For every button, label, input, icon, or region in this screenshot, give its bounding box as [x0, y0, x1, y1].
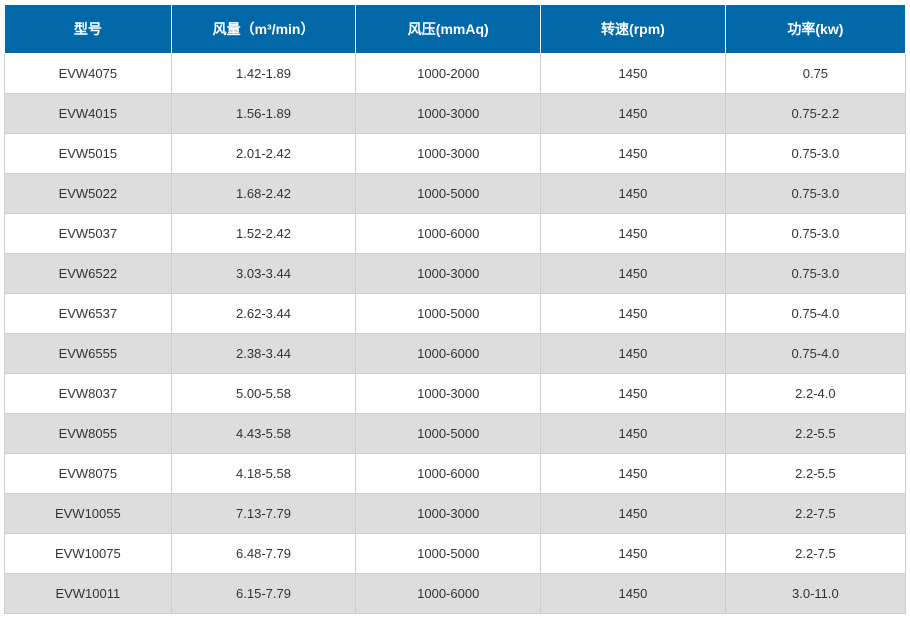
cell-power: 0.75 — [725, 54, 905, 94]
cell-model: EVW10075 — [5, 534, 172, 574]
table-row: EVW5022 1.68-2.42 1000-5000 1450 0.75-3.… — [5, 174, 906, 214]
header-row: 型号 风量（m³/min） 风压(mmAq) 转速(rpm) 功率(kw) — [5, 5, 906, 54]
cell-power: 0.75-4.0 — [725, 294, 905, 334]
cell-model: EVW5037 — [5, 214, 172, 254]
table-row: EVW10055 7.13-7.79 1000-3000 1450 2.2-7.… — [5, 494, 906, 534]
table-row: EVW8055 4.43-5.58 1000-5000 1450 2.2-5.5 — [5, 414, 906, 454]
cell-pressure: 1000-3000 — [356, 374, 541, 414]
cell-rpm: 1450 — [541, 54, 726, 94]
cell-power: 2.2-5.5 — [725, 454, 905, 494]
cell-model: EVW8037 — [5, 374, 172, 414]
spec-table-container: 型号 风量（m³/min） 风压(mmAq) 转速(rpm) 功率(kw) EV… — [4, 4, 906, 614]
cell-pressure: 1000-3000 — [356, 94, 541, 134]
cell-power: 0.75-3.0 — [725, 174, 905, 214]
spec-table: 型号 风量（m³/min） 风压(mmAq) 转速(rpm) 功率(kw) EV… — [4, 4, 906, 614]
cell-airflow: 1.52-2.42 — [171, 214, 356, 254]
cell-airflow: 6.48-7.79 — [171, 534, 356, 574]
cell-airflow: 4.43-5.58 — [171, 414, 356, 454]
cell-airflow: 1.42-1.89 — [171, 54, 356, 94]
cell-rpm: 1450 — [541, 374, 726, 414]
cell-pressure: 1000-6000 — [356, 334, 541, 374]
cell-power: 2.2-5.5 — [725, 414, 905, 454]
cell-rpm: 1450 — [541, 94, 726, 134]
cell-pressure: 1000-5000 — [356, 414, 541, 454]
cell-pressure: 1000-6000 — [356, 214, 541, 254]
cell-rpm: 1450 — [541, 454, 726, 494]
cell-pressure: 1000-5000 — [356, 294, 541, 334]
col-header-pressure: 风压(mmAq) — [356, 5, 541, 54]
cell-pressure: 1000-5000 — [356, 534, 541, 574]
cell-model: EVW6555 — [5, 334, 172, 374]
cell-rpm: 1450 — [541, 254, 726, 294]
cell-power: 0.75-3.0 — [725, 134, 905, 174]
table-row: EVW4015 1.56-1.89 1000-3000 1450 0.75-2.… — [5, 94, 906, 134]
cell-airflow: 7.13-7.79 — [171, 494, 356, 534]
table-row: EVW8037 5.00-5.58 1000-3000 1450 2.2-4.0 — [5, 374, 906, 414]
cell-model: EVW5015 — [5, 134, 172, 174]
col-header-model: 型号 — [5, 5, 172, 54]
cell-pressure: 1000-3000 — [356, 254, 541, 294]
cell-power: 2.2-7.5 — [725, 494, 905, 534]
cell-model: EVW10055 — [5, 494, 172, 534]
cell-pressure: 1000-3000 — [356, 494, 541, 534]
table-body: EVW4075 1.42-1.89 1000-2000 1450 0.75 EV… — [5, 54, 906, 614]
cell-airflow: 4.18-5.58 — [171, 454, 356, 494]
col-header-power: 功率(kw) — [725, 5, 905, 54]
cell-pressure: 1000-5000 — [356, 174, 541, 214]
col-header-rpm: 转速(rpm) — [541, 5, 726, 54]
cell-model: EVW5022 — [5, 174, 172, 214]
cell-pressure: 1000-3000 — [356, 134, 541, 174]
cell-airflow: 3.03-3.44 — [171, 254, 356, 294]
cell-pressure: 1000-6000 — [356, 574, 541, 614]
cell-power: 3.0-11.0 — [725, 574, 905, 614]
cell-rpm: 1450 — [541, 574, 726, 614]
cell-model: EVW8055 — [5, 414, 172, 454]
cell-power: 0.75-4.0 — [725, 334, 905, 374]
cell-model: EVW6537 — [5, 294, 172, 334]
cell-airflow: 2.62-3.44 — [171, 294, 356, 334]
cell-airflow: 1.68-2.42 — [171, 174, 356, 214]
table-row: EVW8075 4.18-5.58 1000-6000 1450 2.2-5.5 — [5, 454, 906, 494]
table-row: EVW10011 6.15-7.79 1000-6000 1450 3.0-11… — [5, 574, 906, 614]
table-row: EVW5015 2.01-2.42 1000-3000 1450 0.75-3.… — [5, 134, 906, 174]
cell-power: 2.2-7.5 — [725, 534, 905, 574]
cell-power: 0.75-2.2 — [725, 94, 905, 134]
cell-power: 0.75-3.0 — [725, 214, 905, 254]
table-row: EVW5037 1.52-2.42 1000-6000 1450 0.75-3.… — [5, 214, 906, 254]
cell-rpm: 1450 — [541, 214, 726, 254]
table-row: EVW6522 3.03-3.44 1000-3000 1450 0.75-3.… — [5, 254, 906, 294]
cell-model: EVW10011 — [5, 574, 172, 614]
table-row: EVW6555 2.38-3.44 1000-6000 1450 0.75-4.… — [5, 334, 906, 374]
cell-rpm: 1450 — [541, 334, 726, 374]
cell-airflow: 2.01-2.42 — [171, 134, 356, 174]
cell-rpm: 1450 — [541, 534, 726, 574]
col-header-airflow: 风量（m³/min） — [171, 5, 356, 54]
cell-model: EVW4015 — [5, 94, 172, 134]
cell-model: EVW4075 — [5, 54, 172, 94]
cell-rpm: 1450 — [541, 294, 726, 334]
cell-airflow: 6.15-7.79 — [171, 574, 356, 614]
cell-rpm: 1450 — [541, 134, 726, 174]
cell-airflow: 5.00-5.58 — [171, 374, 356, 414]
cell-model: EVW6522 — [5, 254, 172, 294]
cell-rpm: 1450 — [541, 174, 726, 214]
cell-rpm: 1450 — [541, 414, 726, 454]
cell-airflow: 2.38-3.44 — [171, 334, 356, 374]
cell-model: EVW8075 — [5, 454, 172, 494]
table-header: 型号 风量（m³/min） 风压(mmAq) 转速(rpm) 功率(kw) — [5, 5, 906, 54]
table-row: EVW6537 2.62-3.44 1000-5000 1450 0.75-4.… — [5, 294, 906, 334]
cell-power: 0.75-3.0 — [725, 254, 905, 294]
table-row: EVW4075 1.42-1.89 1000-2000 1450 0.75 — [5, 54, 906, 94]
table-row: EVW10075 6.48-7.79 1000-5000 1450 2.2-7.… — [5, 534, 906, 574]
cell-airflow: 1.56-1.89 — [171, 94, 356, 134]
cell-rpm: 1450 — [541, 494, 726, 534]
cell-pressure: 1000-2000 — [356, 54, 541, 94]
cell-power: 2.2-4.0 — [725, 374, 905, 414]
cell-pressure: 1000-6000 — [356, 454, 541, 494]
